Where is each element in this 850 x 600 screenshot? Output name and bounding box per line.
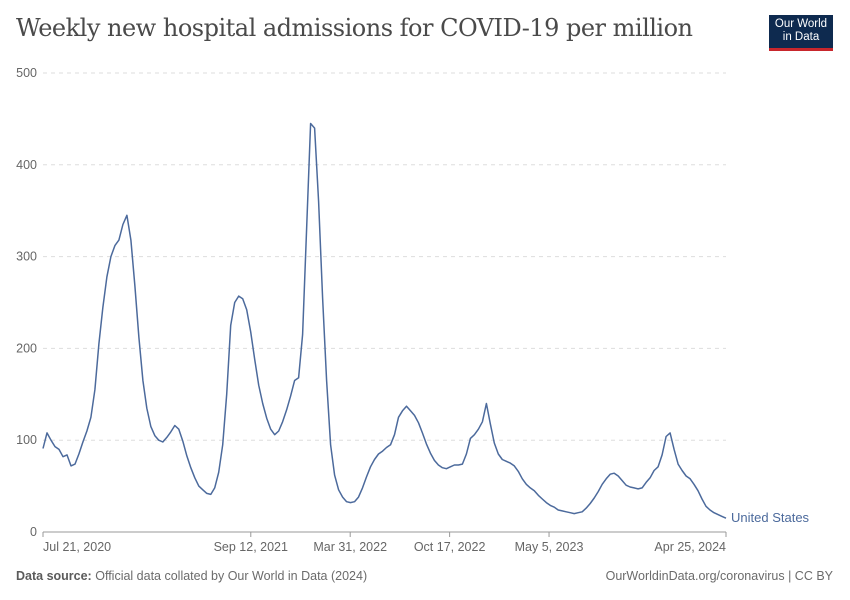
x-tick-label: Jul 21, 2020 <box>43 540 111 554</box>
y-tick-label: 500 <box>16 66 37 80</box>
y-tick-label: 100 <box>16 433 37 447</box>
logo-line1: Our World <box>774 18 828 30</box>
owid-logo[interactable]: Our World in Data <box>769 15 833 51</box>
y-tick-label: 300 <box>16 250 37 264</box>
chart-title: Weekly new hospital admissions for COVID… <box>16 14 693 42</box>
data-source: Data source: Official data collated by O… <box>16 569 367 583</box>
series-label: United States <box>731 510 810 525</box>
y-tick-label: 0 <box>30 525 37 539</box>
y-tick-label: 200 <box>16 341 37 355</box>
x-tick-label: Mar 31, 2022 <box>313 540 387 554</box>
source-text: Official data collated by Our World in D… <box>95 569 368 583</box>
x-tick-label: Oct 17, 2022 <box>414 540 486 554</box>
source-label: Data source: <box>16 569 92 583</box>
series-line-united-states <box>42 122 727 519</box>
x-tick-label: Sep 12, 2021 <box>214 540 288 554</box>
x-tick-label: May 5, 2023 <box>515 540 584 554</box>
y-tick-label: 400 <box>16 158 37 172</box>
footer-link[interactable]: OurWorldinData.org/coronavirus | CC BY <box>605 569 833 583</box>
logo-line2: in Data <box>782 31 820 43</box>
x-tick-label: Apr 25, 2024 <box>654 540 726 554</box>
